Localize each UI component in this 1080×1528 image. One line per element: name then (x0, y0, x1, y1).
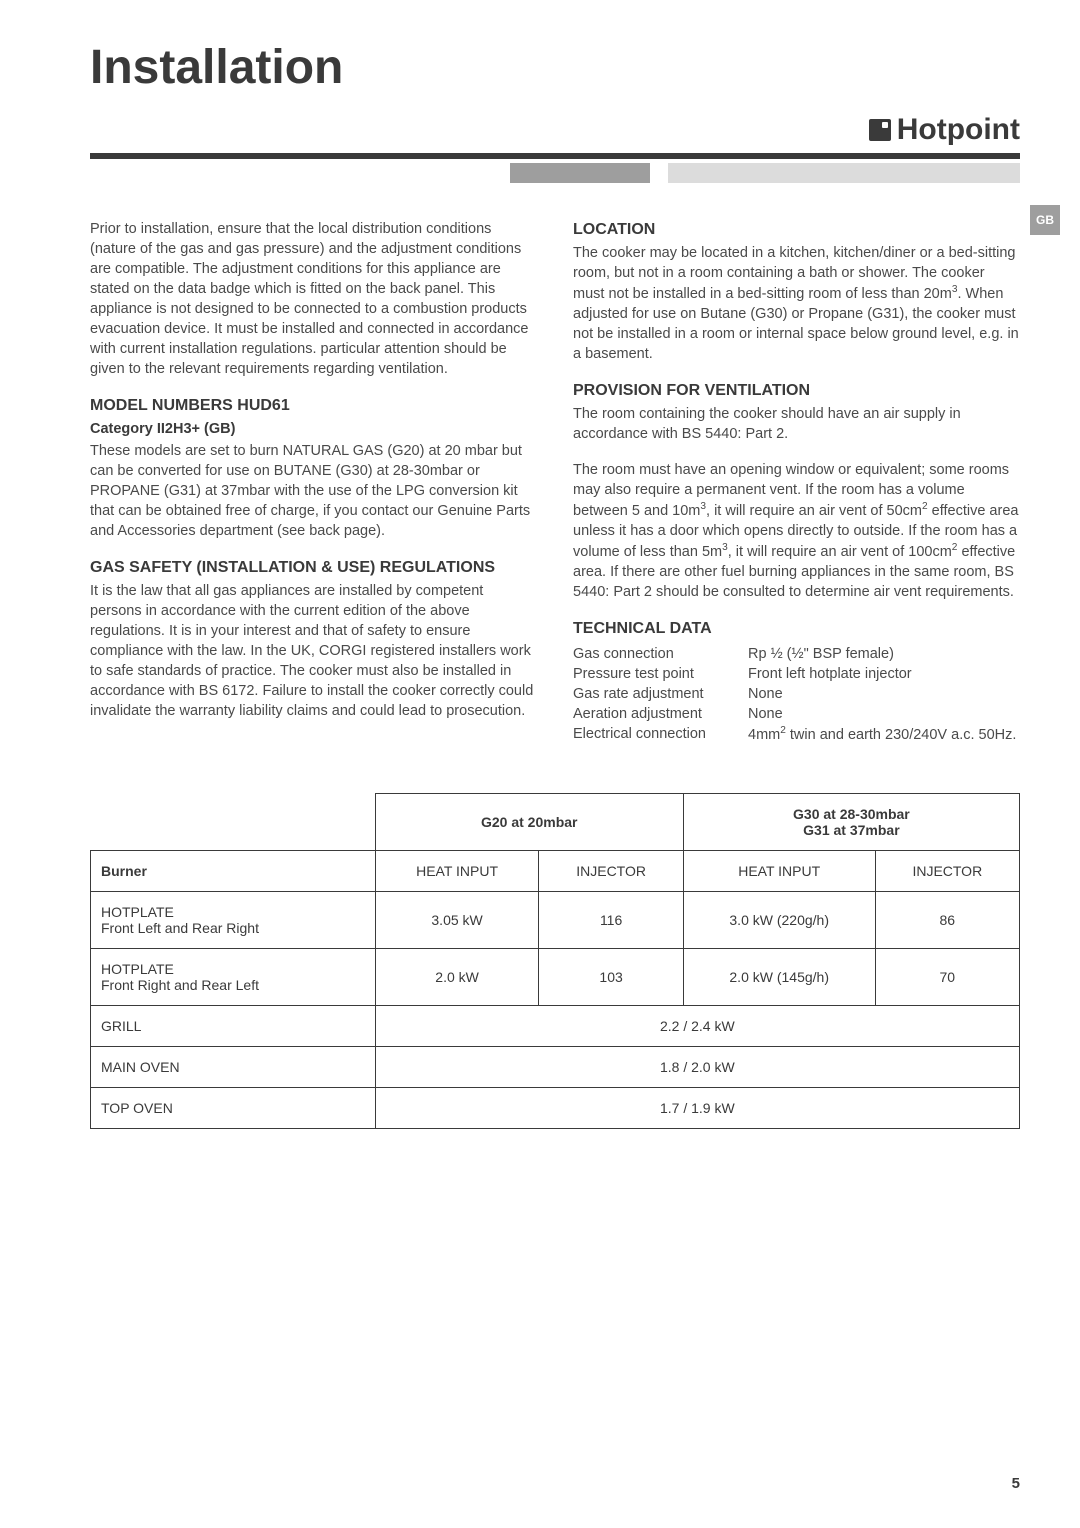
brand-text: Hotpoint (897, 113, 1020, 147)
location-body: The cooker may be located in a kitchen, … (573, 243, 1020, 364)
table-row-label: HOTPLATE Front Left and Rear Right (91, 891, 376, 948)
brand-icon (869, 119, 891, 141)
technical-heading: TECHNICAL DATA (573, 618, 1020, 640)
table-header-burner: Burner (91, 850, 376, 891)
table-cell: 1.8 / 2.0 kW (375, 1046, 1019, 1087)
table-cell: 2.2 / 2.4 kW (375, 1005, 1019, 1046)
table-cell: 86 (875, 891, 1019, 948)
location-text-pre: The cooker may be located in a kitchen, … (573, 245, 1016, 302)
table-subheader: INJECTOR (875, 850, 1019, 891)
tech-value: 4mm2 twin and earth 230/240V a.c. 50Hz. (748, 724, 1020, 745)
tech-row: Electrical connection 4mm2 twin and eart… (573, 724, 1020, 745)
tech-label: Gas connection (573, 644, 748, 664)
table-row-label: GRILL (91, 1005, 376, 1046)
header-rule (90, 153, 1020, 159)
table-subheader: HEAT INPUT (683, 850, 875, 891)
table-cell: 3.05 kW (375, 891, 539, 948)
location-heading: LOCATION (573, 219, 1020, 241)
safety-body: It is the law that all gas appliances ar… (90, 581, 537, 721)
table-row-label: HOTPLATE Front Right and Rear Left (91, 948, 376, 1005)
tech-value: Front left hotplate injector (748, 664, 1020, 684)
tech-row: Gas rate adjustment None (573, 684, 1020, 704)
brand-row: Hotpoint (90, 113, 1020, 147)
table-cell: 103 (539, 948, 683, 1005)
table-cell: 2.0 kW (375, 948, 539, 1005)
table-cell: 3.0 kW (220g/h) (683, 891, 875, 948)
table-row-label: MAIN OVEN (91, 1046, 376, 1087)
table-cell: 116 (539, 891, 683, 948)
brand-logo: Hotpoint (869, 113, 1020, 147)
content-columns: Prior to installation, ensure that the l… (90, 219, 1020, 745)
table-cell: 1.7 / 1.9 kW (375, 1087, 1019, 1128)
left-column: Prior to installation, ensure that the l… (90, 219, 537, 745)
region-tab: GB (1030, 205, 1060, 235)
table-row: HOTPLATE Front Right and Rear Left 2.0 k… (91, 948, 1020, 1005)
ventilation-heading: PROVISION FOR VENTILATION (573, 380, 1020, 402)
intro-paragraph: Prior to installation, ensure that the l… (90, 219, 537, 379)
ventilation-p2: The room must have an opening window or … (573, 460, 1020, 602)
table-row: HOTPLATE Front Left and Rear Right 3.05 … (91, 891, 1020, 948)
table-row-label: TOP OVEN (91, 1087, 376, 1128)
table-row: MAIN OVEN 1.8 / 2.0 kW (91, 1046, 1020, 1087)
tech-value: Rp ½ (½" BSP female) (748, 644, 1020, 664)
tech-row: Gas connection Rp ½ (½" BSP female) (573, 644, 1020, 664)
burner-table: G20 at 20mbar G30 at 28-30mbar G31 at 37… (90, 793, 1020, 1129)
table-subheader: INJECTOR (539, 850, 683, 891)
safety-heading: GAS SAFETY (INSTALLATION & USE) REGULATI… (90, 557, 537, 579)
table-row: TOP OVEN 1.7 / 1.9 kW (91, 1087, 1020, 1128)
grey-bar-light (668, 163, 1020, 183)
tech-value: None (748, 704, 1020, 724)
model-category: Category II2H3+ (GB) (90, 419, 537, 439)
tech-label: Aeration adjustment (573, 704, 748, 724)
technical-data-list: Gas connection Rp ½ (½" BSP female) Pres… (573, 644, 1020, 745)
table-row: GRILL 2.2 / 2.4 kW (91, 1005, 1020, 1046)
right-column: LOCATION The cooker may be located in a … (573, 219, 1020, 745)
tech-row: Pressure test point Front left hotplate … (573, 664, 1020, 684)
model-body: These models are set to burn NATURAL GAS… (90, 441, 537, 541)
grey-bar-dark (510, 163, 650, 183)
table-header-g20: G20 at 20mbar (375, 793, 683, 850)
table-blank-cell (91, 793, 376, 850)
tech-label: Electrical connection (573, 724, 748, 745)
tech-value: None (748, 684, 1020, 704)
table-cell: 2.0 kW (145g/h) (683, 948, 875, 1005)
page-number: 5 (1012, 1475, 1020, 1492)
tech-label: Pressure test point (573, 664, 748, 684)
page-title: Installation (90, 40, 1020, 95)
tech-row: Aeration adjustment None (573, 704, 1020, 724)
tech-label: Gas rate adjustment (573, 684, 748, 704)
ventilation-p1: The room containing the cooker should ha… (573, 404, 1020, 444)
grey-bar-row (90, 163, 1020, 183)
model-heading: MODEL NUMBERS HUD61 (90, 395, 537, 417)
table-cell: 70 (875, 948, 1019, 1005)
table-subheader: HEAT INPUT (375, 850, 539, 891)
table-header-g30: G30 at 28-30mbar G31 at 37mbar (683, 793, 1019, 850)
